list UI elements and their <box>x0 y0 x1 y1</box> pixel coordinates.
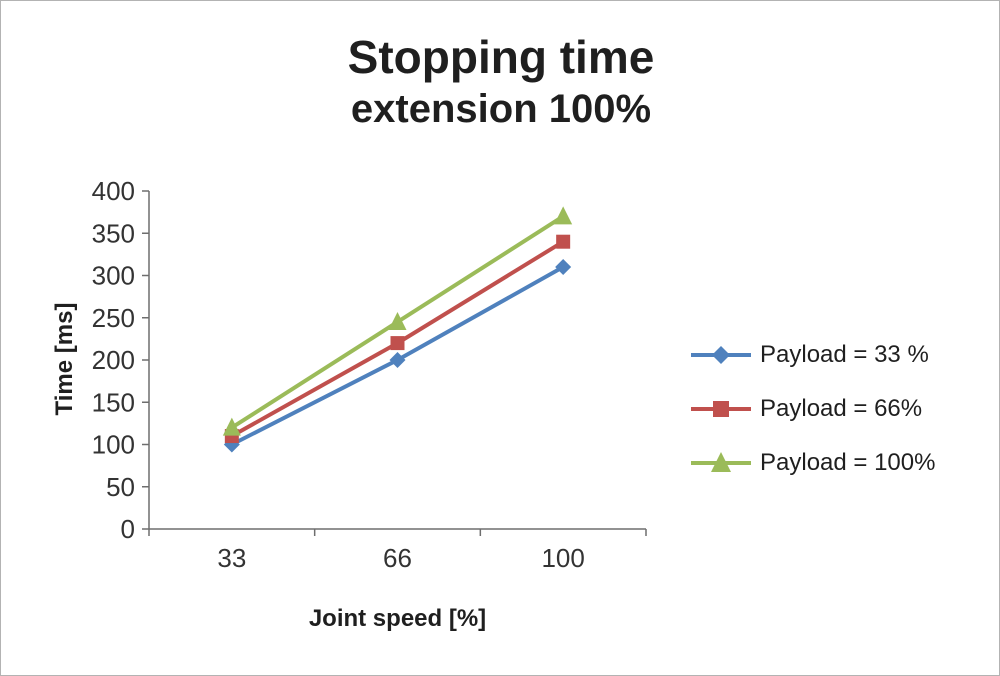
triangle-marker <box>388 311 407 330</box>
y-tick-label: 200 <box>92 345 135 375</box>
chart-title-line1: Stopping time <box>347 31 655 83</box>
x-tick-label: 100 <box>541 543 584 573</box>
legend-marker-sample <box>691 401 751 417</box>
y-tick-label: 300 <box>92 261 135 291</box>
x-tick-label: 66 <box>383 543 412 573</box>
legend-label: Payload = 66% <box>760 395 923 422</box>
diamond-marker <box>555 259 572 276</box>
square-marker <box>713 401 729 417</box>
square-marker <box>390 336 405 351</box>
triangle-marker <box>711 452 731 472</box>
legend-label: Payload = 33 % <box>760 341 929 368</box>
square-marker <box>556 234 571 249</box>
legend-item: Payload = 66% <box>689 395 935 423</box>
y-tick-label: 250 <box>92 303 135 333</box>
y-tick-label: 100 <box>92 430 135 460</box>
legend-marker-sample <box>691 346 751 364</box>
y-tick-label: 150 <box>92 387 135 417</box>
diamond-marker <box>712 346 730 364</box>
chart-title-line2: extension 100% <box>350 87 652 131</box>
legend: Payload = 33 % Payload = 66% Payload = 100… <box>689 341 935 477</box>
legend-item: Payload = 33 % <box>689 341 935 369</box>
diamond-marker <box>389 352 406 368</box>
y-tick-label: 0 <box>121 514 135 544</box>
legend-marker-sample <box>691 452 751 472</box>
y-tick-label: 350 <box>92 218 135 248</box>
legend-item: Payload = 100% <box>689 449 935 477</box>
y-tick-label: 50 <box>106 472 135 502</box>
triangle-marker <box>554 206 573 225</box>
y-tick-label: 400 <box>92 176 135 206</box>
y-axis-title: Time [ms] <box>51 302 78 416</box>
x-tick-label: 33 <box>217 543 246 573</box>
x-axis-title: Joint speed [%] <box>308 605 487 632</box>
legend-label: Payload = 100% <box>760 449 936 476</box>
triangle-marker <box>222 417 241 436</box>
chart-title: Stopping time extension 100% <box>1 29 999 133</box>
